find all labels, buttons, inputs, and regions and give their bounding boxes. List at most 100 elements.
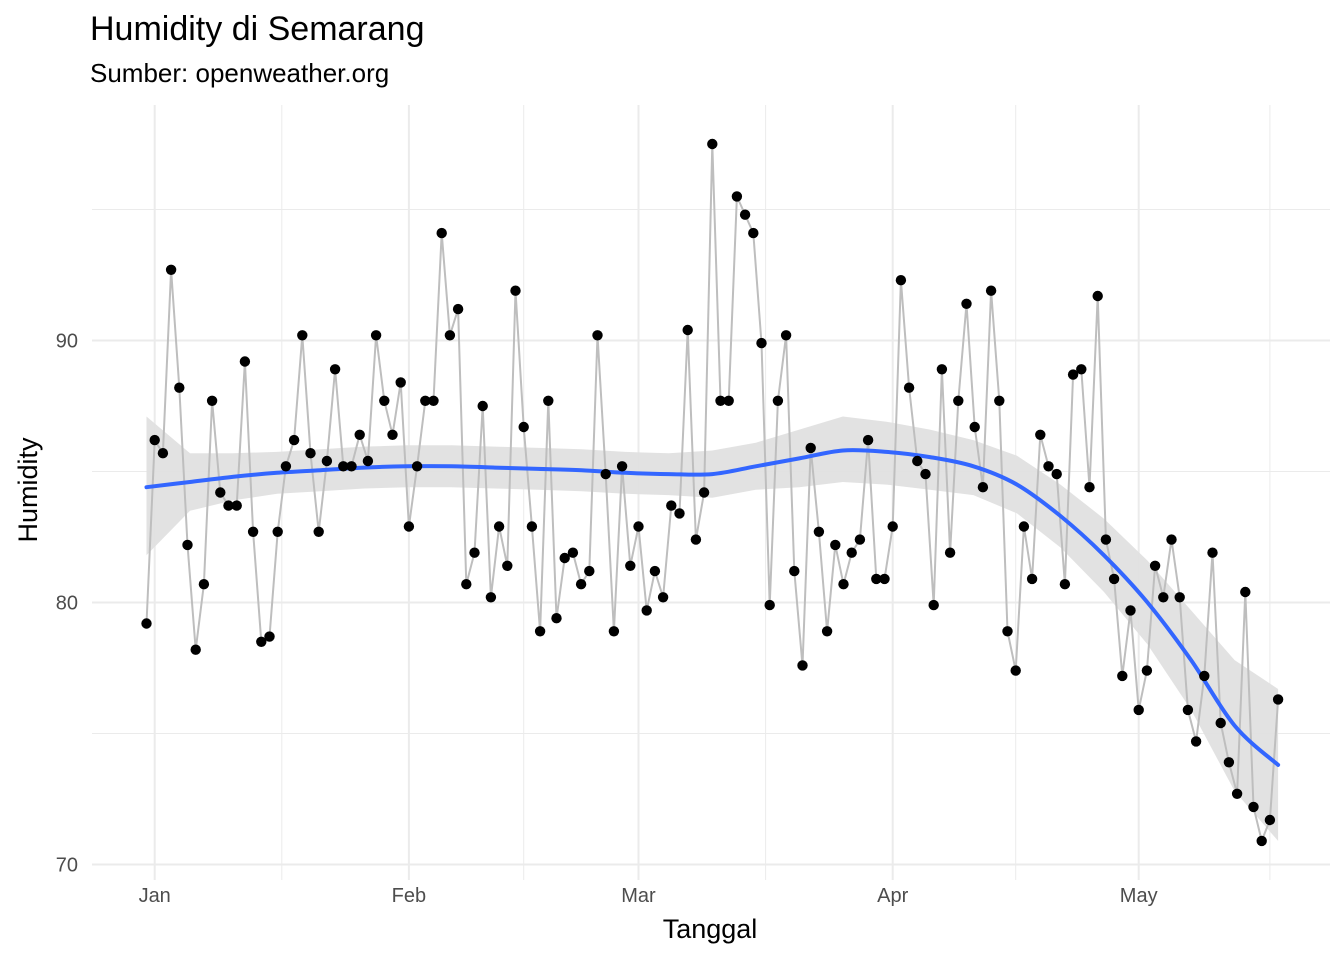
- data-point: [223, 500, 234, 511]
- data-point: [1133, 704, 1144, 716]
- data-point: [198, 579, 210, 590]
- data-point: [600, 468, 611, 480]
- data-point: [551, 613, 562, 624]
- data-point: [1108, 573, 1120, 585]
- data-point: [895, 275, 907, 286]
- data-point: [395, 377, 406, 388]
- chart-subtitle: Sumber: openweather.org: [90, 58, 390, 88]
- data-point: [854, 534, 866, 545]
- data-point: [1264, 814, 1276, 826]
- data-point: [387, 429, 398, 440]
- data-point: [436, 227, 447, 239]
- data-point: [338, 461, 349, 472]
- data-point: [1166, 534, 1177, 545]
- y-axis-ticks: 70 80 90: [56, 331, 78, 877]
- data-point: [379, 395, 390, 406]
- x-tick-label: Mar: [621, 885, 656, 907]
- data-point: [928, 599, 939, 611]
- data-point: [1018, 521, 1030, 532]
- data-point: [584, 565, 595, 577]
- data-point: [1174, 592, 1185, 603]
- data-point: [616, 461, 628, 472]
- data-point: [944, 547, 956, 558]
- data-point: [977, 482, 989, 493]
- data-point: [698, 487, 710, 498]
- data-point: [526, 521, 538, 532]
- data-point: [903, 382, 915, 393]
- data-point: [748, 227, 759, 239]
- data-point: [329, 364, 341, 375]
- data-point: [649, 565, 661, 577]
- data-point: [215, 487, 226, 498]
- data-point: [739, 209, 751, 220]
- data-point: [657, 592, 669, 603]
- data-point: [206, 395, 218, 406]
- data-point: [805, 442, 816, 454]
- data-point: [1043, 461, 1054, 472]
- data-point: [846, 547, 857, 558]
- data-point: [1010, 665, 1021, 676]
- data-point: [141, 618, 152, 629]
- data-point: [543, 395, 554, 406]
- data-point: [182, 539, 193, 551]
- data-point: [272, 526, 283, 537]
- data-point: [985, 285, 997, 296]
- data-point: [862, 434, 874, 446]
- data-point: [715, 395, 726, 406]
- data-point: [879, 573, 890, 585]
- data-point: [354, 429, 365, 440]
- data-point: [994, 395, 1005, 406]
- smooth-trend-line: [144, 448, 1281, 767]
- data-point: [756, 337, 767, 349]
- data-point: [1199, 670, 1210, 682]
- data-point: [174, 382, 185, 393]
- y-tick-label: 90: [56, 331, 78, 353]
- data-point: [534, 626, 546, 637]
- data-point: [502, 560, 513, 571]
- data-point: [420, 395, 431, 406]
- data-point: [1215, 717, 1226, 729]
- data-point: [912, 455, 923, 467]
- data-point: [444, 330, 456, 341]
- data-point: [518, 421, 529, 433]
- data-point: [362, 455, 374, 467]
- data-point: [682, 324, 693, 336]
- data-point: [1100, 534, 1112, 545]
- data-point: [1026, 573, 1038, 585]
- data-point: [830, 539, 841, 551]
- data-point: [256, 636, 267, 647]
- data-point: [592, 330, 603, 341]
- y-axis-title: Humidity: [13, 437, 43, 543]
- confidence-band: [146, 416, 1279, 841]
- data-point: [625, 560, 636, 571]
- data-point: [1125, 605, 1136, 616]
- data-point: [239, 356, 251, 367]
- data-point: [797, 660, 808, 671]
- x-tick-label: Apr: [877, 885, 908, 907]
- data-point: [953, 395, 964, 406]
- data-point: [789, 565, 800, 577]
- data-point: [370, 330, 382, 341]
- data-point: [493, 521, 505, 532]
- data-point: [1182, 704, 1194, 716]
- data-point: [887, 521, 898, 532]
- data-point: [428, 395, 439, 406]
- data-point: [305, 448, 316, 459]
- data-point: [707, 138, 718, 150]
- data-point: [452, 303, 464, 315]
- data-point: [1207, 547, 1218, 558]
- y-tick-label: 80: [56, 593, 78, 615]
- data-point: [1240, 586, 1251, 598]
- data-point: [1141, 665, 1153, 676]
- x-tick-label: May: [1120, 885, 1158, 907]
- data-point: [264, 631, 275, 642]
- data-point: [1248, 801, 1259, 813]
- confidence-ribbon: [146, 416, 1279, 841]
- data-point: [575, 579, 587, 590]
- data-point: [1002, 626, 1013, 637]
- data-point: [920, 468, 931, 480]
- data-point: [1067, 369, 1079, 380]
- data-point: [280, 461, 292, 472]
- smooth-line: [144, 448, 1281, 767]
